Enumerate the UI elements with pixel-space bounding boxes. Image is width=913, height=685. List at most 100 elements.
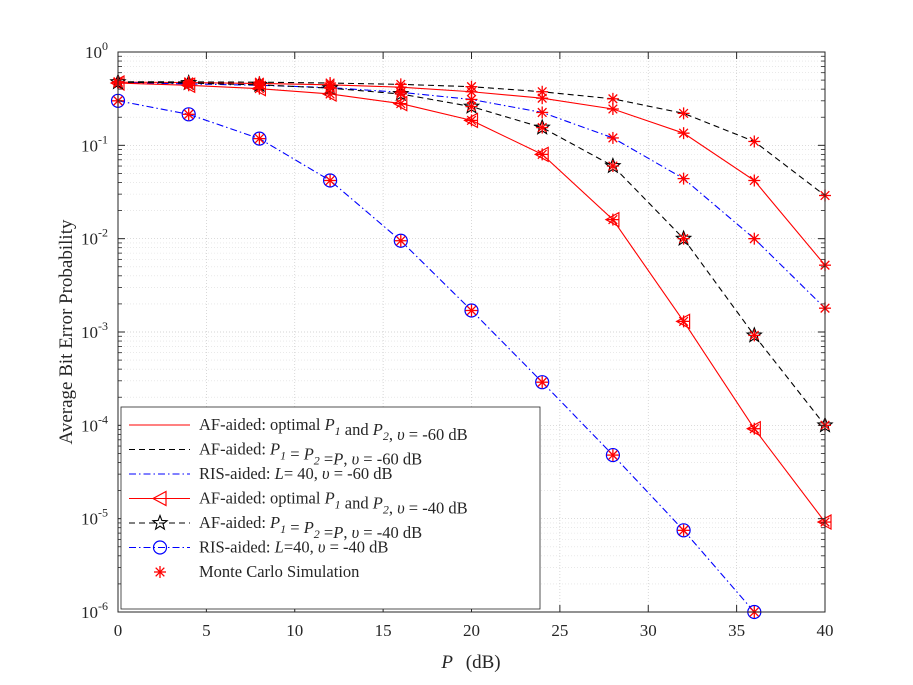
x-tick-label: 35	[728, 621, 745, 640]
asterisk-marker	[536, 376, 549, 389]
asterisk-stroke	[466, 101, 477, 112]
asterisk-stroke	[678, 316, 689, 327]
legend-label-3: AF-aided: optimal P1 and P2, υ = -40 dB	[199, 489, 468, 518]
asterisk-stroke	[466, 115, 477, 126]
asterisk-stroke	[749, 423, 760, 434]
asterisk-stroke	[749, 175, 760, 186]
asterisk-stroke	[608, 450, 618, 460]
asterisk-marker	[677, 127, 690, 140]
asterisk-stroke	[749, 136, 760, 147]
x-axis-label: P (dB)	[440, 652, 500, 673]
asterisk-stroke	[254, 133, 265, 144]
asterisk-stroke	[749, 330, 760, 341]
legend-label-1: AF-aided: P1 = P2 =P, υ = -60 dB	[199, 440, 422, 469]
asterisk-marker	[677, 315, 690, 328]
asterisk-stroke	[396, 89, 406, 99]
asterisk-stroke	[678, 173, 689, 184]
asterisk-marker	[536, 148, 549, 161]
asterisk-marker	[748, 174, 761, 187]
asterisk-marker	[536, 121, 549, 134]
asterisk-marker	[606, 92, 619, 105]
asterisk-stroke	[396, 98, 406, 109]
circle-marker	[181, 107, 196, 122]
asterisk-marker	[253, 132, 266, 145]
asterisk-stroke	[155, 567, 165, 577]
asterisk-stroke	[678, 128, 689, 138]
asterisk-stroke	[325, 175, 335, 186]
x-tick-label: 5	[202, 621, 211, 640]
circle-marker	[323, 173, 338, 188]
asterisk-marker	[465, 304, 478, 317]
x-tick-label: 10	[286, 621, 303, 640]
asterisk-stroke	[537, 377, 547, 387]
asterisk-stroke	[608, 133, 618, 143]
legend-label-5: RIS-aided: L=40, υ = -40 dB	[199, 538, 388, 557]
y-tick-label: 100	[85, 39, 108, 62]
x-tick-label: 0	[114, 621, 123, 640]
x-tick-label: 15	[375, 621, 392, 640]
asterisk-stroke	[466, 81, 477, 92]
x-tick-label: 30	[640, 621, 657, 640]
x-axis-label-var: P	[440, 652, 453, 673]
y-tick-label: 10-5	[81, 506, 108, 529]
asterisk-stroke	[183, 78, 194, 88]
x-tick-label: 25	[551, 621, 568, 640]
asterisk-marker	[324, 174, 337, 187]
y-tick-label: 10-3	[81, 319, 108, 342]
star-marker	[151, 513, 169, 531]
asterisk-stroke	[537, 122, 547, 133]
x-tick-labels: 0 5 10 15 20 25 30 35 40	[114, 621, 834, 640]
circle-marker	[152, 540, 168, 555]
asterisk-marker	[748, 135, 761, 148]
asterisk-stroke	[183, 109, 194, 120]
asterisk-stroke	[678, 525, 689, 536]
asterisk-marker	[606, 131, 619, 144]
asterisk-marker	[465, 114, 478, 127]
axis-ticks	[117, 51, 826, 613]
y-tick-label: 10-4	[81, 412, 108, 435]
asterisk-stroke	[608, 94, 618, 104]
y-tick-label: 10-1	[81, 132, 108, 155]
y-tick-label: 10-2	[81, 226, 108, 249]
asterisk-stroke	[537, 107, 547, 118]
asterisk-marker	[324, 82, 337, 95]
asterisk-stroke	[466, 94, 477, 105]
circle-marker	[464, 303, 479, 318]
asterisk-marker	[394, 87, 407, 100]
asterisk-stroke	[608, 104, 618, 114]
asterisk-stroke	[325, 83, 335, 93]
asterisk-stroke	[608, 214, 618, 225]
asterisk-stroke	[608, 161, 618, 171]
x-axis-label-unit: (dB)	[466, 652, 501, 673]
asterisk-marker	[536, 85, 549, 98]
asterisk-stroke	[396, 79, 406, 90]
asterisk-stroke	[466, 305, 477, 316]
asterisk-stroke	[396, 235, 406, 246]
asterisk-marker	[465, 80, 478, 93]
asterisk-marker	[154, 566, 166, 578]
monte-carlo-markers	[112, 75, 831, 618]
asterisk-stroke	[678, 108, 689, 119]
asterisk-stroke	[254, 80, 265, 90]
asterisk-marker	[536, 106, 549, 119]
asterisk-marker	[606, 103, 619, 116]
asterisk-marker	[253, 78, 266, 91]
asterisk-stroke	[537, 86, 547, 97]
asterisk-marker	[677, 524, 690, 537]
asterisk-marker	[748, 422, 761, 435]
circle-marker	[676, 523, 691, 538]
asterisk-stroke	[749, 233, 760, 244]
circle-marker	[535, 375, 550, 390]
asterisk-marker	[748, 329, 761, 342]
legend-box	[120, 406, 541, 610]
asterisk-marker	[182, 108, 195, 121]
y-tick-labels: 100 10-1 10-2 10-3 10-4 10-5 10-6	[81, 39, 108, 622]
asterisk-marker	[748, 232, 761, 245]
asterisk-marker	[465, 100, 478, 113]
x-tick-label: 40	[817, 621, 834, 640]
legend-label-2: RIS-aided: L= 40, υ = -60 dB	[199, 464, 393, 483]
asterisk-marker	[606, 449, 619, 462]
asterisk-marker	[677, 107, 690, 120]
asterisk-marker	[606, 160, 619, 173]
